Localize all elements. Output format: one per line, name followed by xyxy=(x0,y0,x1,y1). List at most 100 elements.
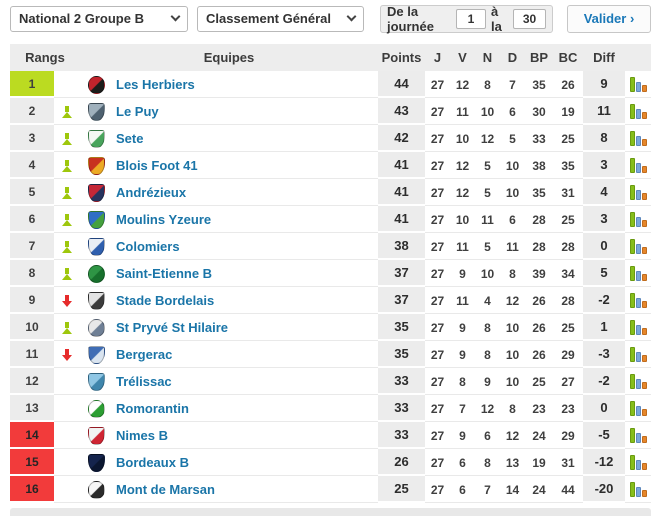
form-chart-icon[interactable] xyxy=(629,158,647,173)
table-row: 4 Blois Foot 41 41 27 12 5 10 38 35 3 xyxy=(10,152,651,179)
form-chart-icon[interactable] xyxy=(629,482,647,497)
points-cell: 25 xyxy=(378,476,425,503)
table-footer-bar xyxy=(10,508,651,516)
goal-diff-cell: 1 xyxy=(583,314,625,341)
form-chart-icon[interactable] xyxy=(629,239,647,254)
rank-cell: 6 xyxy=(10,206,54,233)
header-n: N xyxy=(482,50,493,65)
played-cell: 27 xyxy=(430,401,445,416)
form-chart-icon[interactable] xyxy=(629,374,647,389)
rank-value: 10 xyxy=(25,319,39,334)
team-link[interactable]: Bordeaux B xyxy=(116,455,189,470)
goals-against-cell: 19 xyxy=(561,104,575,119)
draws-cell: 10 xyxy=(480,266,495,281)
team-link[interactable]: Nimes B xyxy=(116,428,169,443)
points-cell: 38 xyxy=(378,233,425,260)
team-link[interactable]: Blois Foot 41 xyxy=(116,158,198,173)
losses-cell: 10 xyxy=(505,158,520,173)
goals-for-cell: 26 xyxy=(532,293,546,308)
goals-against-cell: 29 xyxy=(561,347,575,362)
form-chart-icon[interactable] xyxy=(629,320,647,335)
rank-cell: 3 xyxy=(10,125,54,152)
form-chart-icon[interactable] xyxy=(629,401,647,416)
journee-from-input[interactable] xyxy=(456,8,486,29)
table-row: 11 Bergerac 35 27 9 8 10 26 29 -3 xyxy=(10,341,651,368)
view-select[interactable]: Classement Général xyxy=(197,5,364,32)
club-logo-icon xyxy=(87,480,105,499)
trend-cell xyxy=(54,422,80,449)
played-cell: 27 xyxy=(430,320,445,335)
team-link[interactable]: Romorantin xyxy=(116,401,189,416)
team-link[interactable]: Colomiers xyxy=(116,239,180,254)
club-logo-icon xyxy=(87,426,105,445)
team-link[interactable]: Saint-Etienne B xyxy=(116,266,213,281)
losses-cell: 5 xyxy=(509,131,516,146)
rank-value: 6 xyxy=(28,211,36,226)
goals-against-cell: 25 xyxy=(561,212,575,227)
points-cell: 41 xyxy=(378,152,425,179)
team-link[interactable]: St Pryvé St Hilaire xyxy=(116,320,228,335)
goals-against-cell: 29 xyxy=(561,428,575,443)
goals-against-cell: 23 xyxy=(561,401,575,416)
goals-for-cell: 35 xyxy=(532,185,546,200)
wins-cell: 10 xyxy=(455,212,470,227)
form-chart-icon[interactable] xyxy=(629,428,647,443)
club-logo-icon xyxy=(87,129,105,148)
valider-button[interactable]: Valider › xyxy=(567,4,651,33)
rank-value: 8 xyxy=(28,265,36,280)
header-forme xyxy=(625,44,651,71)
header-diff: Diff xyxy=(593,50,615,65)
played-cell: 27 xyxy=(430,239,445,254)
team-link[interactable]: Sete xyxy=(116,131,144,146)
form-chart-icon[interactable] xyxy=(629,347,647,362)
form-chart-icon[interactable] xyxy=(629,212,647,227)
team-link[interactable]: Andrézieux xyxy=(116,185,187,200)
trend-arrow-icon xyxy=(62,213,72,226)
rank-value: 11 xyxy=(25,346,39,361)
form-chart-icon[interactable] xyxy=(629,77,647,92)
goal-diff-cell: -2 xyxy=(583,287,625,314)
goal-diff-cell: 0 xyxy=(583,395,625,422)
points-cell: 35 xyxy=(378,341,425,368)
rank-value: 14 xyxy=(25,427,39,442)
draws-cell: 9 xyxy=(484,374,491,389)
rank-cell: 11 xyxy=(10,341,54,368)
wins-cell: 11 xyxy=(456,104,469,119)
wins-cell: 11 xyxy=(456,293,469,308)
goals-for-cell: 28 xyxy=(532,239,546,254)
form-chart-icon[interactable] xyxy=(629,455,647,470)
goals-for-cell: 33 xyxy=(532,131,546,146)
losses-cell: 11 xyxy=(506,239,519,254)
team-link[interactable]: Le Puy xyxy=(116,104,159,119)
form-chart-icon[interactable] xyxy=(629,293,647,308)
table-row: 3 Sete 42 27 10 12 5 33 25 8 xyxy=(10,125,651,152)
goals-for-cell: 38 xyxy=(532,158,546,173)
team-link[interactable]: Les Herbiers xyxy=(116,77,195,92)
losses-cell: 7 xyxy=(509,77,516,92)
form-chart-icon[interactable] xyxy=(629,266,647,281)
team-link[interactable]: Stade Bordelais xyxy=(116,293,215,308)
draws-cell: 8 xyxy=(484,320,491,335)
played-cell: 27 xyxy=(430,185,445,200)
wins-cell: 11 xyxy=(456,239,469,254)
goal-diff-cell: 11 xyxy=(583,98,625,125)
competition-select[interactable]: National 2 Groupe B xyxy=(10,5,188,32)
team-link[interactable]: Trélissac xyxy=(116,374,172,389)
team-link[interactable]: Moulins Yzeure xyxy=(116,212,212,227)
goal-diff-cell: 3 xyxy=(583,206,625,233)
played-cell: 27 xyxy=(430,131,445,146)
form-chart-icon[interactable] xyxy=(629,185,647,200)
points-cell: 42 xyxy=(378,125,425,152)
team-link[interactable]: Mont de Marsan xyxy=(116,482,215,497)
trend-cell xyxy=(54,98,80,125)
trend-cell xyxy=(54,152,80,179)
rank-cell: 12 xyxy=(10,368,54,395)
table-row: 8 Saint-Etienne B 37 27 9 10 8 39 34 5 xyxy=(10,260,651,287)
form-chart-icon[interactable] xyxy=(629,131,647,146)
form-chart-icon[interactable] xyxy=(629,104,647,119)
team-link[interactable]: Bergerac xyxy=(116,347,173,362)
rank-value: 9 xyxy=(28,292,36,307)
journee-to-input[interactable] xyxy=(513,8,546,29)
losses-cell: 6 xyxy=(509,104,516,119)
wins-cell: 10 xyxy=(455,131,470,146)
